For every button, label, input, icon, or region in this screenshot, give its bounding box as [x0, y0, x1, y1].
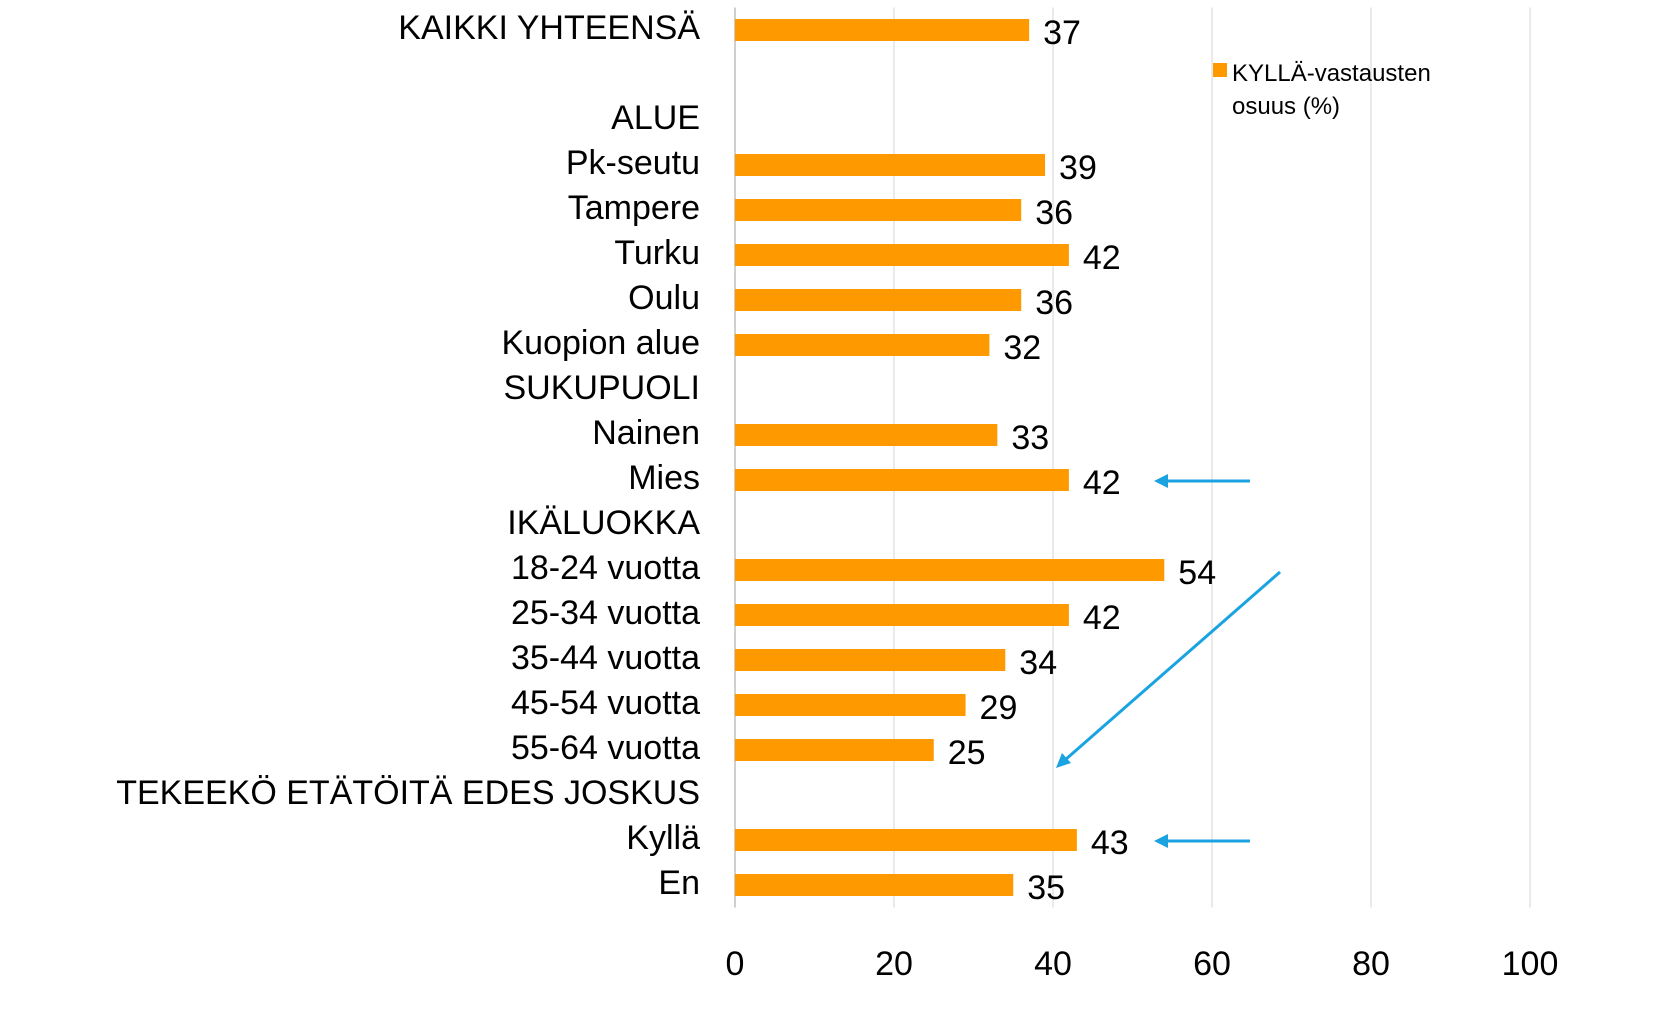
legend-swatch: [1213, 63, 1227, 77]
bar: [735, 874, 1014, 896]
y-tick-label: Tampere: [568, 189, 700, 227]
plot: 0 20 40 60 80 100 KAIKKI YHTEENSÄ 37 ALUE Pk-seut…: [116, 7, 1559, 983]
data-label: 36: [1035, 284, 1073, 322]
annotation-arrows: [1056, 474, 1281, 848]
y-tick-label: TEKEEKÖ ETÄTÖITÄ EDES JOSKUS: [116, 774, 700, 812]
x-tick-label: 100: [1502, 945, 1559, 983]
y-tick-label: Nainen: [592, 414, 700, 452]
y-tick-label: Kyllä: [626, 819, 700, 857]
x-tick-label: 0: [726, 945, 745, 983]
y-tick-label: IKÄLUOKKA: [507, 504, 700, 542]
y-tick-label: ALUE: [611, 99, 700, 137]
data-label: 54: [1178, 554, 1216, 592]
data-label: 42: [1083, 464, 1121, 502]
y-tick-label: Kuopion alue: [501, 324, 700, 362]
y-tick-label: 55-64 vuotta: [511, 729, 700, 767]
bar: [735, 19, 1030, 41]
y-tick-label: 25-34 vuotta: [511, 594, 700, 632]
bar: [735, 829, 1077, 851]
legend-label: KYLLÄ-vastausten osuus (%): [1232, 60, 1431, 120]
arrow: [1064, 570, 1281, 762]
bar: [735, 604, 1069, 626]
data-label: 29: [980, 689, 1018, 727]
data-label: 43: [1091, 824, 1129, 862]
bar: [735, 199, 1022, 221]
y-tick-label: SUKUPUOLI: [504, 369, 701, 407]
data-label: 36: [1035, 194, 1073, 232]
arrowhead: [1056, 753, 1071, 768]
data-label: 34: [1019, 644, 1057, 682]
data-label: 39: [1059, 149, 1097, 187]
x-tick-label: 40: [1034, 945, 1072, 983]
bar: [735, 649, 1006, 671]
arrowhead: [1154, 474, 1168, 488]
y-tick-label: Pk-seutu: [566, 144, 700, 182]
x-tick-label: 80: [1352, 945, 1390, 983]
y-tick-label: Oulu: [628, 279, 700, 317]
data-label: 35: [1027, 869, 1065, 907]
x-tick-label: 60: [1193, 945, 1231, 983]
bar: [735, 559, 1165, 581]
bar: [735, 334, 990, 356]
bar: [735, 289, 1022, 311]
bar: [735, 424, 998, 446]
x-tick-label: 20: [875, 945, 913, 983]
y-tick-label: KAIKKI YHTEENSÄ: [398, 9, 700, 47]
y-tick-label: 18-24 vuotta: [511, 549, 700, 587]
y-tick-label: 35-44 vuotta: [511, 639, 700, 677]
bar: [735, 244, 1069, 266]
y-tick-label: En: [658, 864, 700, 902]
y-tick-label: Mies: [628, 459, 700, 497]
bar: [735, 469, 1069, 491]
data-label: 33: [1011, 419, 1049, 457]
y-tick-label: 45-54 vuotta: [511, 684, 700, 722]
data-label: 42: [1083, 239, 1121, 277]
data-label: 32: [1003, 329, 1041, 367]
bar: [735, 694, 966, 716]
data-label: 25: [948, 734, 986, 772]
y-tick-label: Turku: [614, 234, 700, 272]
data-label: 37: [1043, 14, 1081, 52]
arrowhead: [1154, 834, 1168, 848]
bar: [735, 154, 1046, 176]
bar: [735, 739, 934, 761]
data-label: 42: [1083, 599, 1121, 637]
